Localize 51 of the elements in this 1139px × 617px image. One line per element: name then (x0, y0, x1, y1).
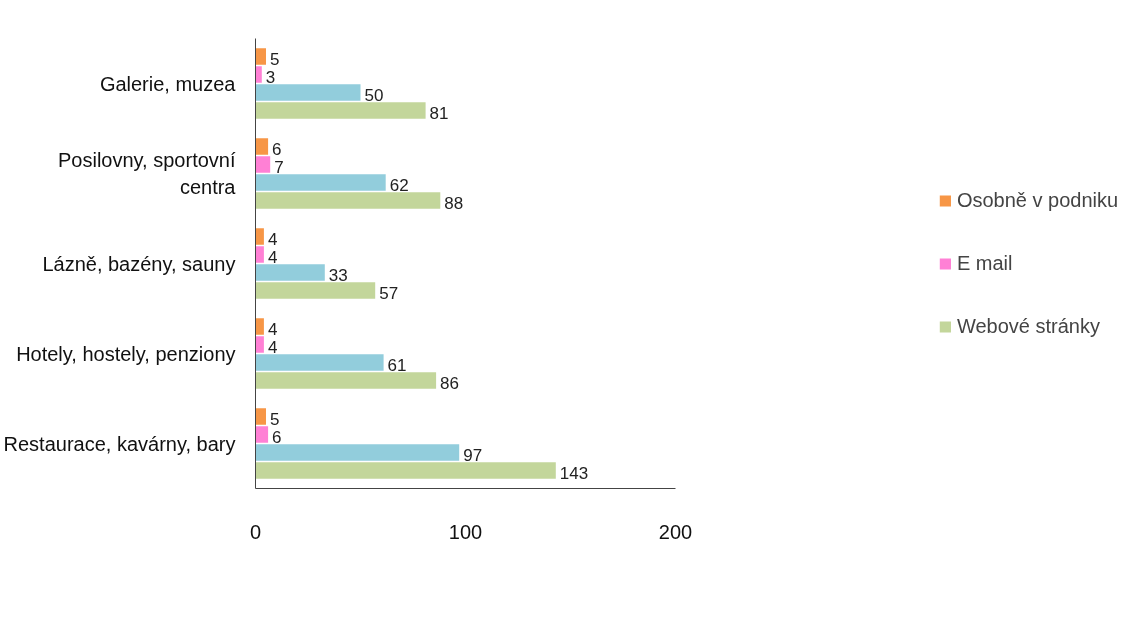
y-tick-label: Lázně, bazény, sauny (42, 252, 236, 275)
bar (255, 462, 556, 479)
bar (255, 156, 271, 173)
bar (255, 426, 269, 443)
y-tick-label: Galerie, muzea (99, 72, 237, 95)
bar (255, 336, 264, 353)
data-label: 62 (389, 175, 409, 195)
legend-label: Osobně v podniku (956, 188, 1119, 212)
legend-label: Webové stránky (956, 314, 1100, 338)
y-tick-label: Restaurace, kavárny, bary (3, 432, 236, 455)
bar (255, 444, 460, 461)
bar (255, 264, 325, 281)
bar (255, 138, 269, 155)
data-label: 4 (267, 319, 278, 339)
bar (255, 318, 264, 335)
data-label: 33 (328, 265, 348, 285)
bar (255, 48, 266, 65)
data-label: 3 (265, 67, 276, 87)
bar (255, 246, 264, 263)
data-label: 4 (267, 337, 278, 357)
data-label: 88 (444, 193, 464, 213)
bar (255, 372, 437, 389)
data-label: 4 (267, 247, 278, 267)
bar (255, 354, 384, 371)
bar (255, 408, 266, 425)
data-label: 5 (270, 409, 280, 429)
data-label: 4 (267, 229, 278, 249)
bar (255, 102, 426, 119)
y-tick-label: Hotely, hostely, penziony (16, 342, 236, 365)
data-label: 81 (429, 103, 449, 123)
x-tick-label: 0 (249, 520, 262, 543)
data-label: 61 (387, 355, 407, 375)
data-label: 97 (463, 445, 483, 465)
data-label: 6 (272, 427, 282, 447)
legend-label: E mail (956, 251, 1013, 275)
bar (255, 282, 376, 299)
bar (255, 228, 264, 245)
bar (255, 84, 361, 101)
x-tick-label: 200 (658, 520, 693, 543)
bar (255, 174, 386, 191)
data-label: 6 (272, 139, 282, 159)
data-label: 86 (440, 373, 460, 393)
bar (255, 66, 262, 83)
data-label: 50 (364, 85, 384, 105)
data-label: 5 (270, 49, 280, 69)
data-label: 57 (379, 283, 399, 303)
data-label: 143 (559, 463, 589, 483)
y-tick-label: Posilovny, sportovní centra (58, 149, 237, 198)
x-tick-label: 100 (448, 520, 483, 543)
data-label: 7 (274, 157, 284, 177)
bar (255, 192, 441, 209)
